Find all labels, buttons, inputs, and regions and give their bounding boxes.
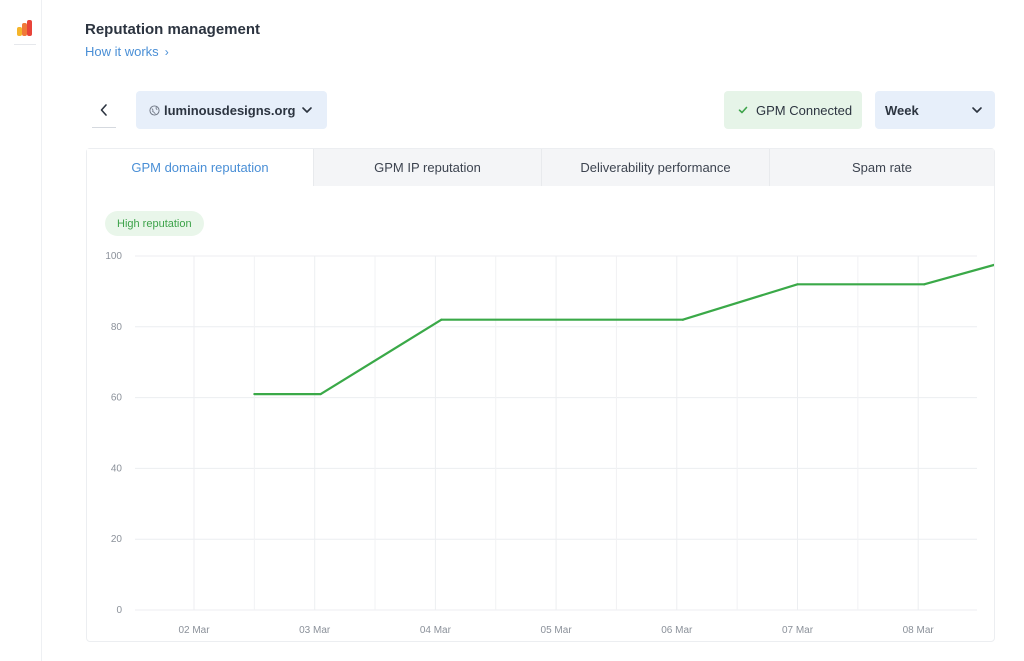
back-button-underline xyxy=(92,127,116,128)
page-title: Reputation management xyxy=(85,21,261,38)
y-tick-label: 100 xyxy=(105,251,122,262)
period-select[interactable]: Week xyxy=(875,91,995,129)
tab-gpm-domain-reputation[interactable]: GPM domain reputation xyxy=(87,149,313,186)
reputation-tabs: GPM domain reputation GPM IP reputation … xyxy=(87,149,994,186)
tab-gpm-ip-reputation[interactable]: GPM IP reputation xyxy=(313,149,541,186)
chevron-down-icon xyxy=(972,107,982,113)
x-tick-label: 02 Mar xyxy=(178,625,210,636)
x-tick-label: 04 Mar xyxy=(420,625,452,636)
sidebar xyxy=(0,0,42,661)
chevron-left-icon xyxy=(100,104,107,116)
x-tick-label: 07 Mar xyxy=(782,625,814,636)
reputation-card: 0 20 40 60 80 100 02 Mar 03 Mar 04 Mar 05 Mar 06 M… xyxy=(86,148,995,642)
tab-spam-rate[interactable]: Spam rate xyxy=(769,149,994,186)
domain-select[interactable]: luminousdesigns.org xyxy=(136,91,327,129)
reputation-chart: 0 20 40 60 80 100 02 Mar 03 Mar 04 Mar 05 Mar 06 M… xyxy=(105,251,994,636)
y-tick-label: 0 xyxy=(116,605,122,616)
chevron-down-icon xyxy=(302,107,312,113)
reputation-point xyxy=(681,318,684,321)
y-tick-label: 60 xyxy=(111,393,123,404)
app-logo[interactable] xyxy=(17,20,35,36)
how-it-works-link[interactable]: How it works › xyxy=(85,44,169,59)
tab-deliverability-performance[interactable]: Deliverability performance xyxy=(541,149,769,186)
reputation-point xyxy=(923,283,926,286)
globe-icon xyxy=(149,104,160,116)
gpm-status-badge: GPM Connected xyxy=(724,91,862,129)
chevron-right-icon: › xyxy=(164,45,169,59)
y-tick-label: 40 xyxy=(111,463,123,474)
x-tick-label: 06 Mar xyxy=(661,625,693,636)
y-tick-label: 20 xyxy=(111,534,123,545)
check-icon xyxy=(738,106,748,114)
x-tick-label: 05 Mar xyxy=(541,625,573,636)
gpm-status-label: GPM Connected xyxy=(756,102,853,118)
x-tick-label: 03 Mar xyxy=(299,625,331,636)
reputation-point xyxy=(440,318,443,321)
back-button[interactable] xyxy=(88,92,120,128)
reputation-level-badge: High reputation xyxy=(105,211,204,236)
x-tick-label: 08 Mar xyxy=(903,625,935,636)
y-tick-label: 80 xyxy=(111,322,123,333)
reputation-point xyxy=(253,392,256,396)
reputation-line xyxy=(254,263,994,396)
reputation-point xyxy=(319,392,322,396)
sidebar-divider xyxy=(14,44,36,45)
domain-select-value: luminousdesigns.org xyxy=(164,102,296,118)
how-it-works-label: How it works xyxy=(85,44,159,59)
period-select-value: Week xyxy=(885,102,919,118)
reputation-point xyxy=(796,283,799,286)
